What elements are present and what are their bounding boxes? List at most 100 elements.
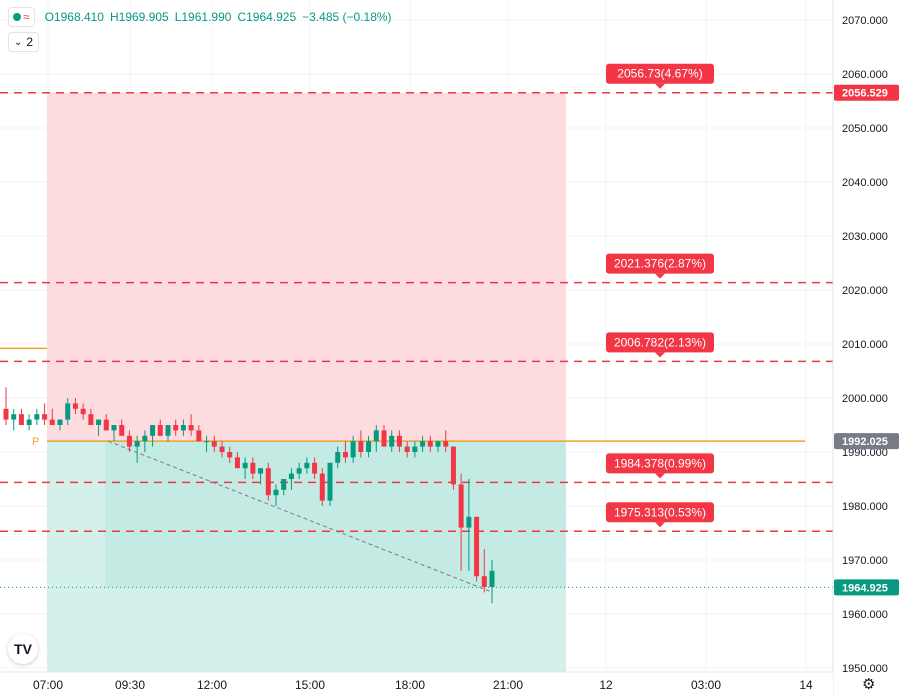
candle [150,425,156,447]
candle-body [126,435,132,447]
candle-body [435,441,441,447]
loss-zone [47,92,566,442]
price-tick-label: 1990.000 [842,447,888,459]
candle [335,446,341,469]
candle [57,419,63,431]
level-label-box [606,253,714,274]
candle-body [481,576,487,587]
tradingview-logo-icon[interactable]: TV [8,634,38,664]
candle [474,516,480,582]
candle-body [389,435,395,447]
level-label: 1984.378(0.99%) [606,453,714,479]
current-price-tag-text: 1964.925 [842,582,888,594]
candle-body [180,425,186,431]
candle-body [234,457,240,469]
candle [72,398,78,415]
candle [173,419,179,436]
price-tick-label: 2000.000 [842,393,888,405]
candle [258,468,264,485]
candle [3,387,9,425]
candle [65,398,71,425]
time-tick-label: 14 [799,678,813,692]
level-label: 2056.73(4.67%) [606,63,714,89]
candle-body [42,414,48,420]
level-label-box [606,453,714,474]
candle [180,419,186,436]
candle-body [304,462,310,469]
candle [26,414,32,431]
candle [327,462,333,506]
layers-toggle[interactable]: ⌄ 2 [8,32,40,52]
candle-body [381,430,387,447]
overlay [107,440,491,592]
candle-body [72,403,78,409]
candle-body [450,446,456,485]
candle-body [458,484,464,528]
candle [103,414,109,431]
candle [350,435,356,463]
entry-marker: P [32,436,39,448]
level-label-box [606,332,714,353]
candle-body [204,441,210,443]
time-axis-bg [0,672,833,696]
candle [219,441,225,458]
level-label-pointer [655,273,665,279]
candle [396,430,402,452]
candle [319,468,325,506]
level-label-box [606,502,714,523]
candle [165,425,171,442]
candle-body [396,435,402,447]
candle [358,430,364,458]
candle [373,425,379,452]
candle-body [3,408,9,420]
candle-body [80,408,86,415]
candle [304,457,310,474]
candle [296,462,302,479]
candle [80,403,86,420]
candle [466,479,472,571]
price-tick-label: 1970.000 [842,555,888,567]
price-tags: 2056.529 1992.025 1964.925 [834,84,899,596]
candle [481,549,487,593]
time-tick-label: 18:00 [395,678,425,692]
level-label-pointer [655,522,665,528]
close-value: C1964.925 [237,10,297,24]
candle [312,457,318,479]
candle-body [219,446,225,452]
candle [119,419,125,436]
chevron-down-icon: ⌄ [14,36,23,48]
candle-body [34,414,40,420]
wave-icon: ≈ [23,10,30,24]
candle [188,414,194,436]
candle-body [342,452,348,458]
level-label: 2021.376(2.87%) [606,253,714,279]
gear-icon[interactable]: ⚙ [862,676,876,693]
price-tick-label: 2030.000 [842,231,888,243]
profit-progress-zone [105,441,566,588]
symbol-badge[interactable]: ≈ [8,7,35,27]
price-tick-label: 1980.000 [842,501,888,513]
level-label-text: 2021.376(2.87%) [614,257,706,271]
level-label-box [606,63,714,84]
candle-body [173,425,179,431]
candle-body [211,441,217,447]
candle [443,430,449,452]
candle-body [350,441,356,458]
candle-body [111,425,117,431]
candle-body [250,462,256,474]
candle-body [227,452,233,458]
candle-body [404,446,410,452]
high-value: H1969.905 [109,10,169,24]
candle [111,425,117,442]
level-label-text: 1975.313(0.53%) [614,505,706,519]
time-tick-label: 15:00 [295,678,325,692]
entry-price-tag-box [834,433,899,450]
candle [157,419,163,436]
candle [204,435,210,452]
candle [18,408,24,425]
entry-price-tag-text: 1992.025 [842,436,888,448]
current-price-tag-box [834,579,899,596]
candle-body [288,473,294,479]
candle-body [119,425,125,436]
